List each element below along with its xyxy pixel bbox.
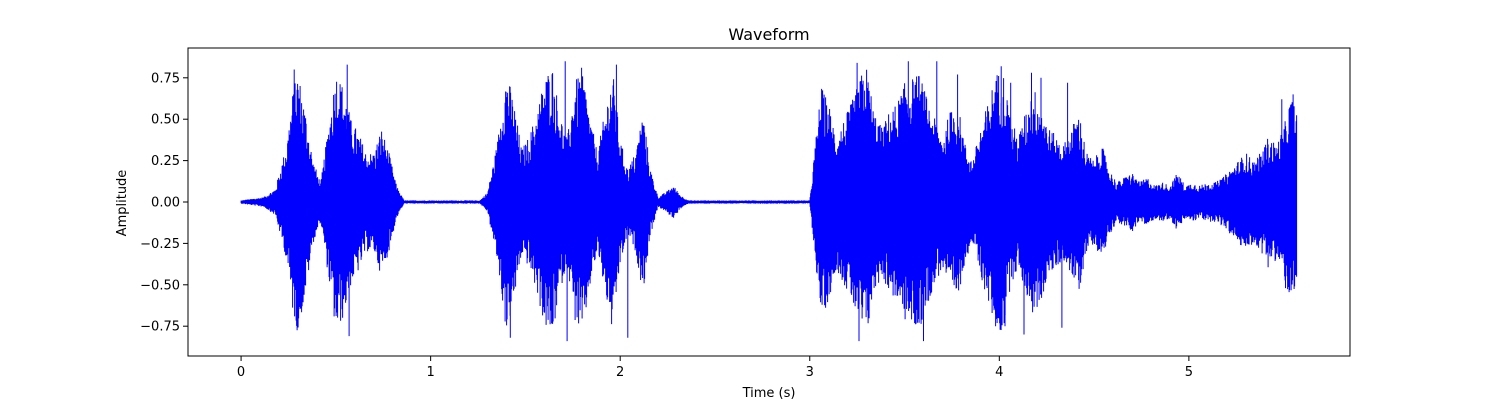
x-tick-label: 1 <box>426 365 434 380</box>
y-tick-label: 0.50 <box>151 113 180 128</box>
x-tick-label: 3 <box>806 365 814 380</box>
x-tick-label: 4 <box>995 365 1003 380</box>
x-axis-label: Time (s) <box>742 386 796 400</box>
y-tick-label: −0.25 <box>140 237 180 252</box>
x-tick-label: 5 <box>1185 365 1193 380</box>
y-tick-label: −0.75 <box>140 320 180 335</box>
axis-ticks: 0 1 2 3 4 5 −0.75 −0.50 −0.25 0.00 0.25 0.50 0.75 <box>140 71 1193 380</box>
x-tick-label: 2 <box>616 365 624 380</box>
y-tick-label: 0.75 <box>151 71 180 86</box>
plot-frame <box>187 47 1351 357</box>
x-tick-label: 0 <box>237 365 245 380</box>
y-axis-label: Amplitude <box>115 170 130 237</box>
y-tick-label: 0.25 <box>151 154 180 169</box>
waveform-trace <box>240 61 1298 342</box>
y-tick-label: −0.50 <box>140 278 180 293</box>
y-tick-label: 0.00 <box>151 196 180 211</box>
chart-title: Waveform <box>728 25 809 44</box>
